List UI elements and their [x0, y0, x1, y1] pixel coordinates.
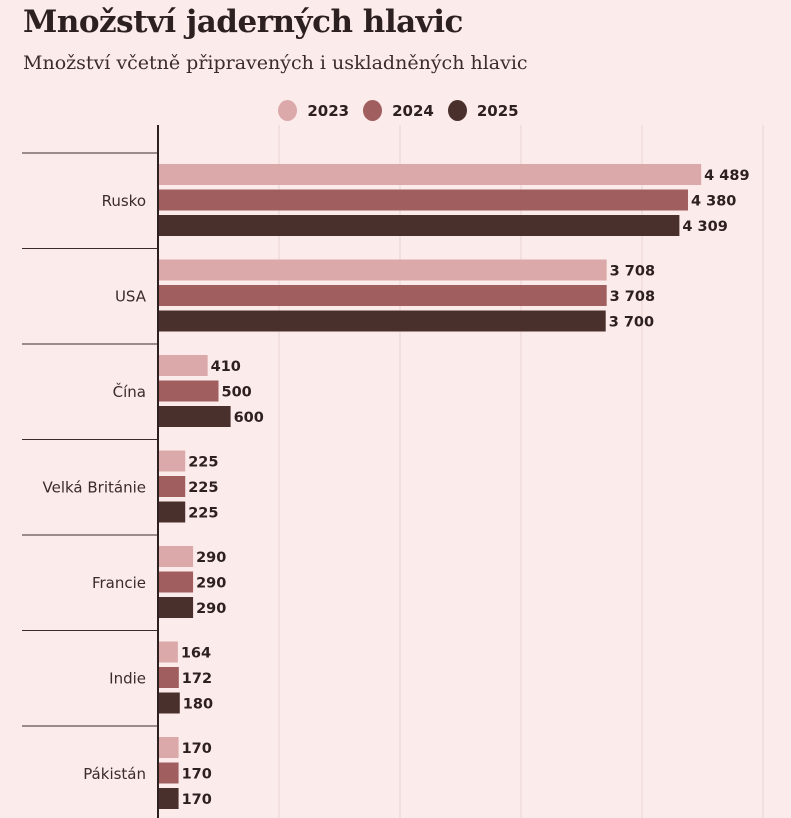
- legend: 2023 2024 2025: [0, 100, 791, 121]
- bar-2023: [158, 450, 186, 472]
- data-label: 4 309: [682, 219, 727, 235]
- bar-2024: [158, 667, 179, 688]
- data-label: 3 700: [609, 315, 654, 331]
- data-label: 164: [181, 646, 211, 662]
- bar-2023: [158, 737, 179, 758]
- chart-title: Množství jaderných hlavic: [23, 4, 463, 40]
- data-label: 225: [188, 506, 218, 522]
- data-label: 410: [211, 359, 241, 375]
- legend-item-2025: 2025: [447, 100, 519, 121]
- bar-2023: [158, 546, 194, 567]
- bar-2024: [158, 189, 688, 211]
- legend-dot-icon: [278, 100, 298, 121]
- legend-dot-icon: [447, 100, 467, 121]
- category-label: Francie: [92, 574, 146, 592]
- category-label: Čína: [113, 382, 146, 401]
- category-label: Rusko: [102, 192, 146, 210]
- legend-item-2023: 2023: [278, 100, 349, 121]
- data-label: 500: [222, 385, 252, 401]
- bar-2025: [158, 310, 606, 332]
- data-label: 3 708: [610, 289, 655, 305]
- data-label: 290: [196, 550, 226, 566]
- legend-dot-icon: [363, 100, 383, 121]
- data-label: 225: [188, 455, 218, 471]
- category-label: Pákistán: [83, 765, 146, 783]
- bar-2024: [158, 571, 194, 593]
- data-label: 290: [196, 601, 226, 617]
- data-label: 4 489: [704, 168, 749, 184]
- category-label: Indie: [109, 670, 146, 688]
- bar-2024: [158, 476, 186, 497]
- data-label: 170: [182, 741, 212, 757]
- bar-2025: [158, 692, 180, 714]
- bar-2023: [158, 259, 607, 281]
- bar-2023: [158, 641, 178, 663]
- data-label: 172: [182, 671, 212, 687]
- category-label: USA: [115, 288, 147, 306]
- bar-2025: [158, 501, 186, 523]
- data-label: 4 380: [691, 194, 736, 210]
- legend-label: 2025: [476, 101, 519, 120]
- data-label: 170: [182, 767, 212, 783]
- data-label: 225: [188, 480, 218, 496]
- data-label: 290: [196, 576, 226, 592]
- bar-2023: [158, 164, 702, 185]
- data-label: 600: [234, 410, 264, 426]
- legend-label: 2023: [307, 101, 350, 120]
- category-label: Velká Británie: [43, 479, 146, 497]
- bar-2025: [158, 215, 680, 236]
- data-label: 180: [183, 697, 213, 713]
- data-label: 170: [182, 792, 212, 808]
- bar-2024: [158, 762, 179, 784]
- bar-2024: [158, 285, 607, 306]
- data-label: 3 708: [610, 264, 655, 280]
- legend-label: 2024: [392, 101, 434, 120]
- bar-2025: [158, 788, 179, 809]
- bar-2024: [158, 380, 219, 402]
- bar-2025: [158, 406, 231, 427]
- legend-item-2024: 2024: [363, 100, 434, 121]
- chart-subtitle: Množství včetně připravených i uskladněn…: [23, 52, 528, 74]
- bar-2023: [158, 355, 208, 376]
- bar-2025: [158, 597, 194, 618]
